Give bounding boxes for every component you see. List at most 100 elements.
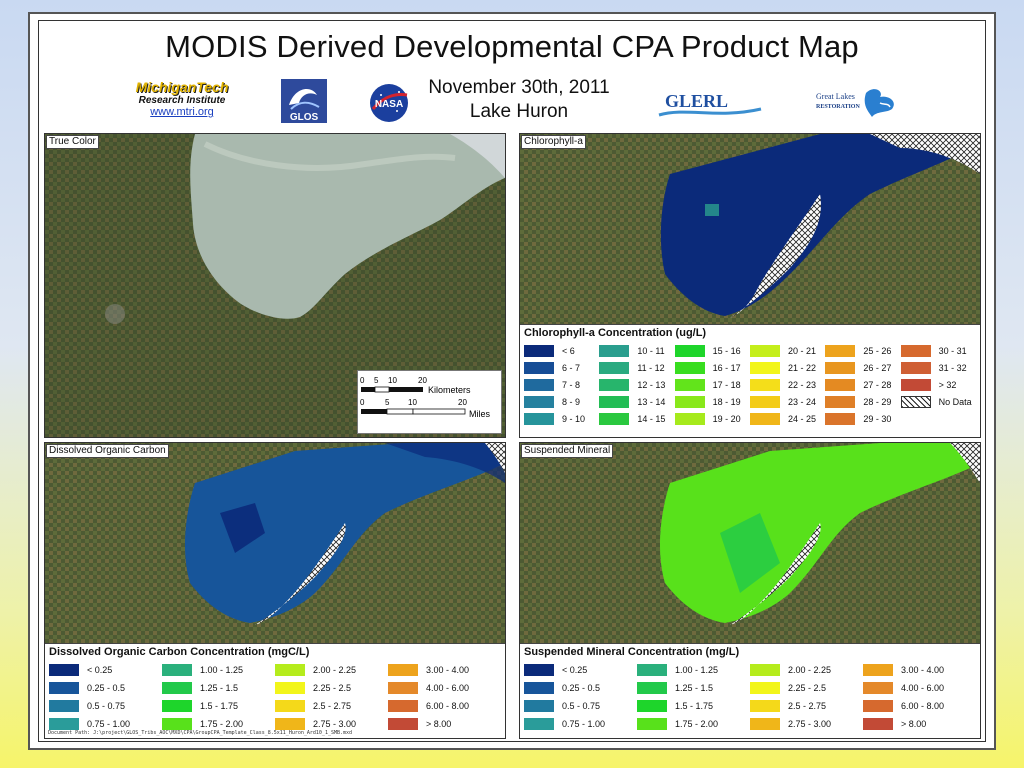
km-tick-20: 20 — [418, 376, 427, 385]
legend-swatch — [275, 700, 305, 712]
legend-swatch — [863, 682, 893, 694]
legend-item: 8 - 9 — [524, 394, 599, 410]
legend-label: 9 - 10 — [562, 414, 586, 424]
map-sheet: MODIS Derived Developmental CPA Product … — [28, 12, 996, 750]
legend-label: 1.5 - 1.75 — [200, 701, 239, 711]
legend-swatch — [162, 682, 192, 694]
legend-item: 3.00 - 4.00 — [388, 662, 501, 678]
legend-item: 9 - 10 — [524, 411, 599, 427]
legend-item: 6.00 - 8.00 — [863, 698, 976, 714]
legend-label: 2.00 - 2.25 — [313, 665, 357, 675]
legend-item: 1.25 - 1.5 — [162, 680, 275, 696]
legend-label: 30 - 31 — [938, 346, 967, 356]
legend-item: 31 - 32 — [900, 360, 976, 376]
legend-swatch — [900, 345, 931, 357]
legend-item: 14 - 15 — [599, 411, 674, 427]
legend-item: 2.00 - 2.25 — [275, 662, 388, 678]
legend-item: 7 - 8 — [524, 377, 599, 393]
legend-swatch — [674, 379, 705, 391]
map-frame: MODIS Derived Developmental CPA Product … — [38, 20, 986, 742]
legend-item: 23 - 24 — [750, 394, 825, 410]
legend-label: < 6 — [562, 346, 575, 356]
legend-swatch — [524, 379, 554, 391]
legend-item: 15 - 16 — [674, 343, 750, 359]
document-path: Document Path: J:\project\GLOS_Tribs_AOC… — [48, 730, 353, 736]
legend-label: 18 - 19 — [712, 397, 741, 407]
legend-swatch — [825, 396, 856, 408]
legend-swatch — [599, 345, 630, 357]
legend-item: > 8.00 — [863, 716, 976, 732]
legend-swatch — [275, 664, 305, 676]
legend-label: 29 - 30 — [863, 414, 892, 424]
legend-swatch — [750, 362, 780, 374]
legend-item: 6.00 - 8.00 — [388, 698, 501, 714]
sm-legend-title: Suspended Mineral Concentration (mg/L) — [524, 646, 740, 658]
legend-label: 1.5 - 1.75 — [675, 701, 714, 711]
chlorophyll-legend: Chlorophyll-a Concentration (ug/L) < 6 6 … — [520, 324, 980, 437]
legend-label: 13 - 14 — [637, 397, 666, 407]
mtu-logo-text: MichiganTech — [135, 79, 229, 95]
legend-label: 0.5 - 0.75 — [87, 701, 126, 711]
legend-item: 19 - 20 — [674, 411, 750, 427]
legend-item: 1.25 - 1.5 — [637, 680, 750, 696]
legend-swatch — [524, 396, 554, 408]
mi-unit: Miles — [469, 409, 491, 419]
legend-swatch — [863, 700, 893, 712]
legend-item: 21 - 22 — [750, 360, 825, 376]
legend-swatch — [900, 362, 931, 374]
legend-swatch — [388, 700, 418, 712]
legend-item: 0.25 - 0.5 — [524, 680, 637, 696]
glos-logo: GLOS — [281, 79, 327, 123]
legend-label: 10 - 11 — [637, 346, 665, 356]
glos-logo-text: GLOS — [290, 112, 319, 123]
legend-item: 4.00 - 6.00 — [388, 680, 501, 696]
legend-swatch — [750, 345, 780, 357]
legend-swatch — [388, 682, 418, 694]
legend-item: 2.25 - 2.5 — [275, 680, 388, 696]
legend-item: 17 - 18 — [674, 377, 750, 393]
legend-label: < 0.25 — [562, 665, 588, 675]
legend-label: 2.25 - 2.5 — [313, 683, 352, 693]
legend-label: 1.75 - 2.00 — [200, 719, 244, 729]
legend-swatch — [388, 664, 418, 676]
legend-item: 12 - 13 — [599, 377, 674, 393]
legend-item: 16 - 17 — [674, 360, 750, 376]
legend-label: 2.00 - 2.25 — [788, 665, 832, 675]
legend-label: 0.75 - 1.00 — [87, 719, 131, 729]
legend-swatch — [637, 664, 667, 676]
legend-item: 20 - 21 — [750, 343, 825, 359]
legend-item: 18 - 19 — [674, 394, 750, 410]
mtri-link[interactable]: www.mtri.org — [150, 106, 214, 118]
sm-label: Suspended Mineral — [521, 444, 614, 458]
legend-label: 6.00 - 8.00 — [426, 701, 470, 711]
legend-label: 8 - 9 — [562, 397, 581, 407]
legend-swatch — [825, 413, 856, 425]
legend-label: 11 - 12 — [637, 363, 665, 373]
sm-legend-grid: < 0.25 0.25 - 0.5 0.5 - 0.75 0.75 - 1.00 1.0… — [524, 662, 976, 734]
legend-swatch — [750, 664, 780, 676]
legend-label: 12 - 13 — [637, 380, 666, 390]
legend-label: 16 - 17 — [712, 363, 741, 373]
legend-label: 19 - 20 — [712, 414, 741, 424]
sm-legend: Suspended Mineral Concentration (mg/L) <… — [520, 643, 980, 738]
legend-item: 2.25 - 2.5 — [750, 680, 863, 696]
legend-swatch — [49, 682, 79, 694]
legend-item: 28 - 29 — [825, 394, 900, 410]
sm-panel: Suspended Mineral Suspended Mineral Conc… — [519, 442, 981, 739]
legend-label: No Data — [938, 397, 972, 407]
legend-swatch — [524, 664, 554, 676]
legend-swatch — [900, 396, 931, 408]
legend-item: > 32 — [900, 377, 976, 393]
legend-item: 0.75 - 1.00 — [49, 716, 162, 732]
legend-item: 26 - 27 — [825, 360, 900, 376]
legend-item: 13 - 14 — [599, 394, 674, 410]
mi-tick-5: 5 — [385, 398, 390, 407]
legend-swatch — [162, 664, 192, 676]
legend-swatch — [599, 396, 630, 408]
legend-item: 0.75 - 1.00 — [524, 716, 637, 732]
legend-item: 30 - 31 — [900, 343, 976, 359]
legend-swatch — [599, 413, 630, 425]
doc-panel: Dissolved Organic Carbon Dissolved Organ… — [44, 442, 506, 739]
legend-label: 23 - 24 — [788, 397, 817, 407]
glerl-logo: GLERL — [657, 85, 763, 121]
